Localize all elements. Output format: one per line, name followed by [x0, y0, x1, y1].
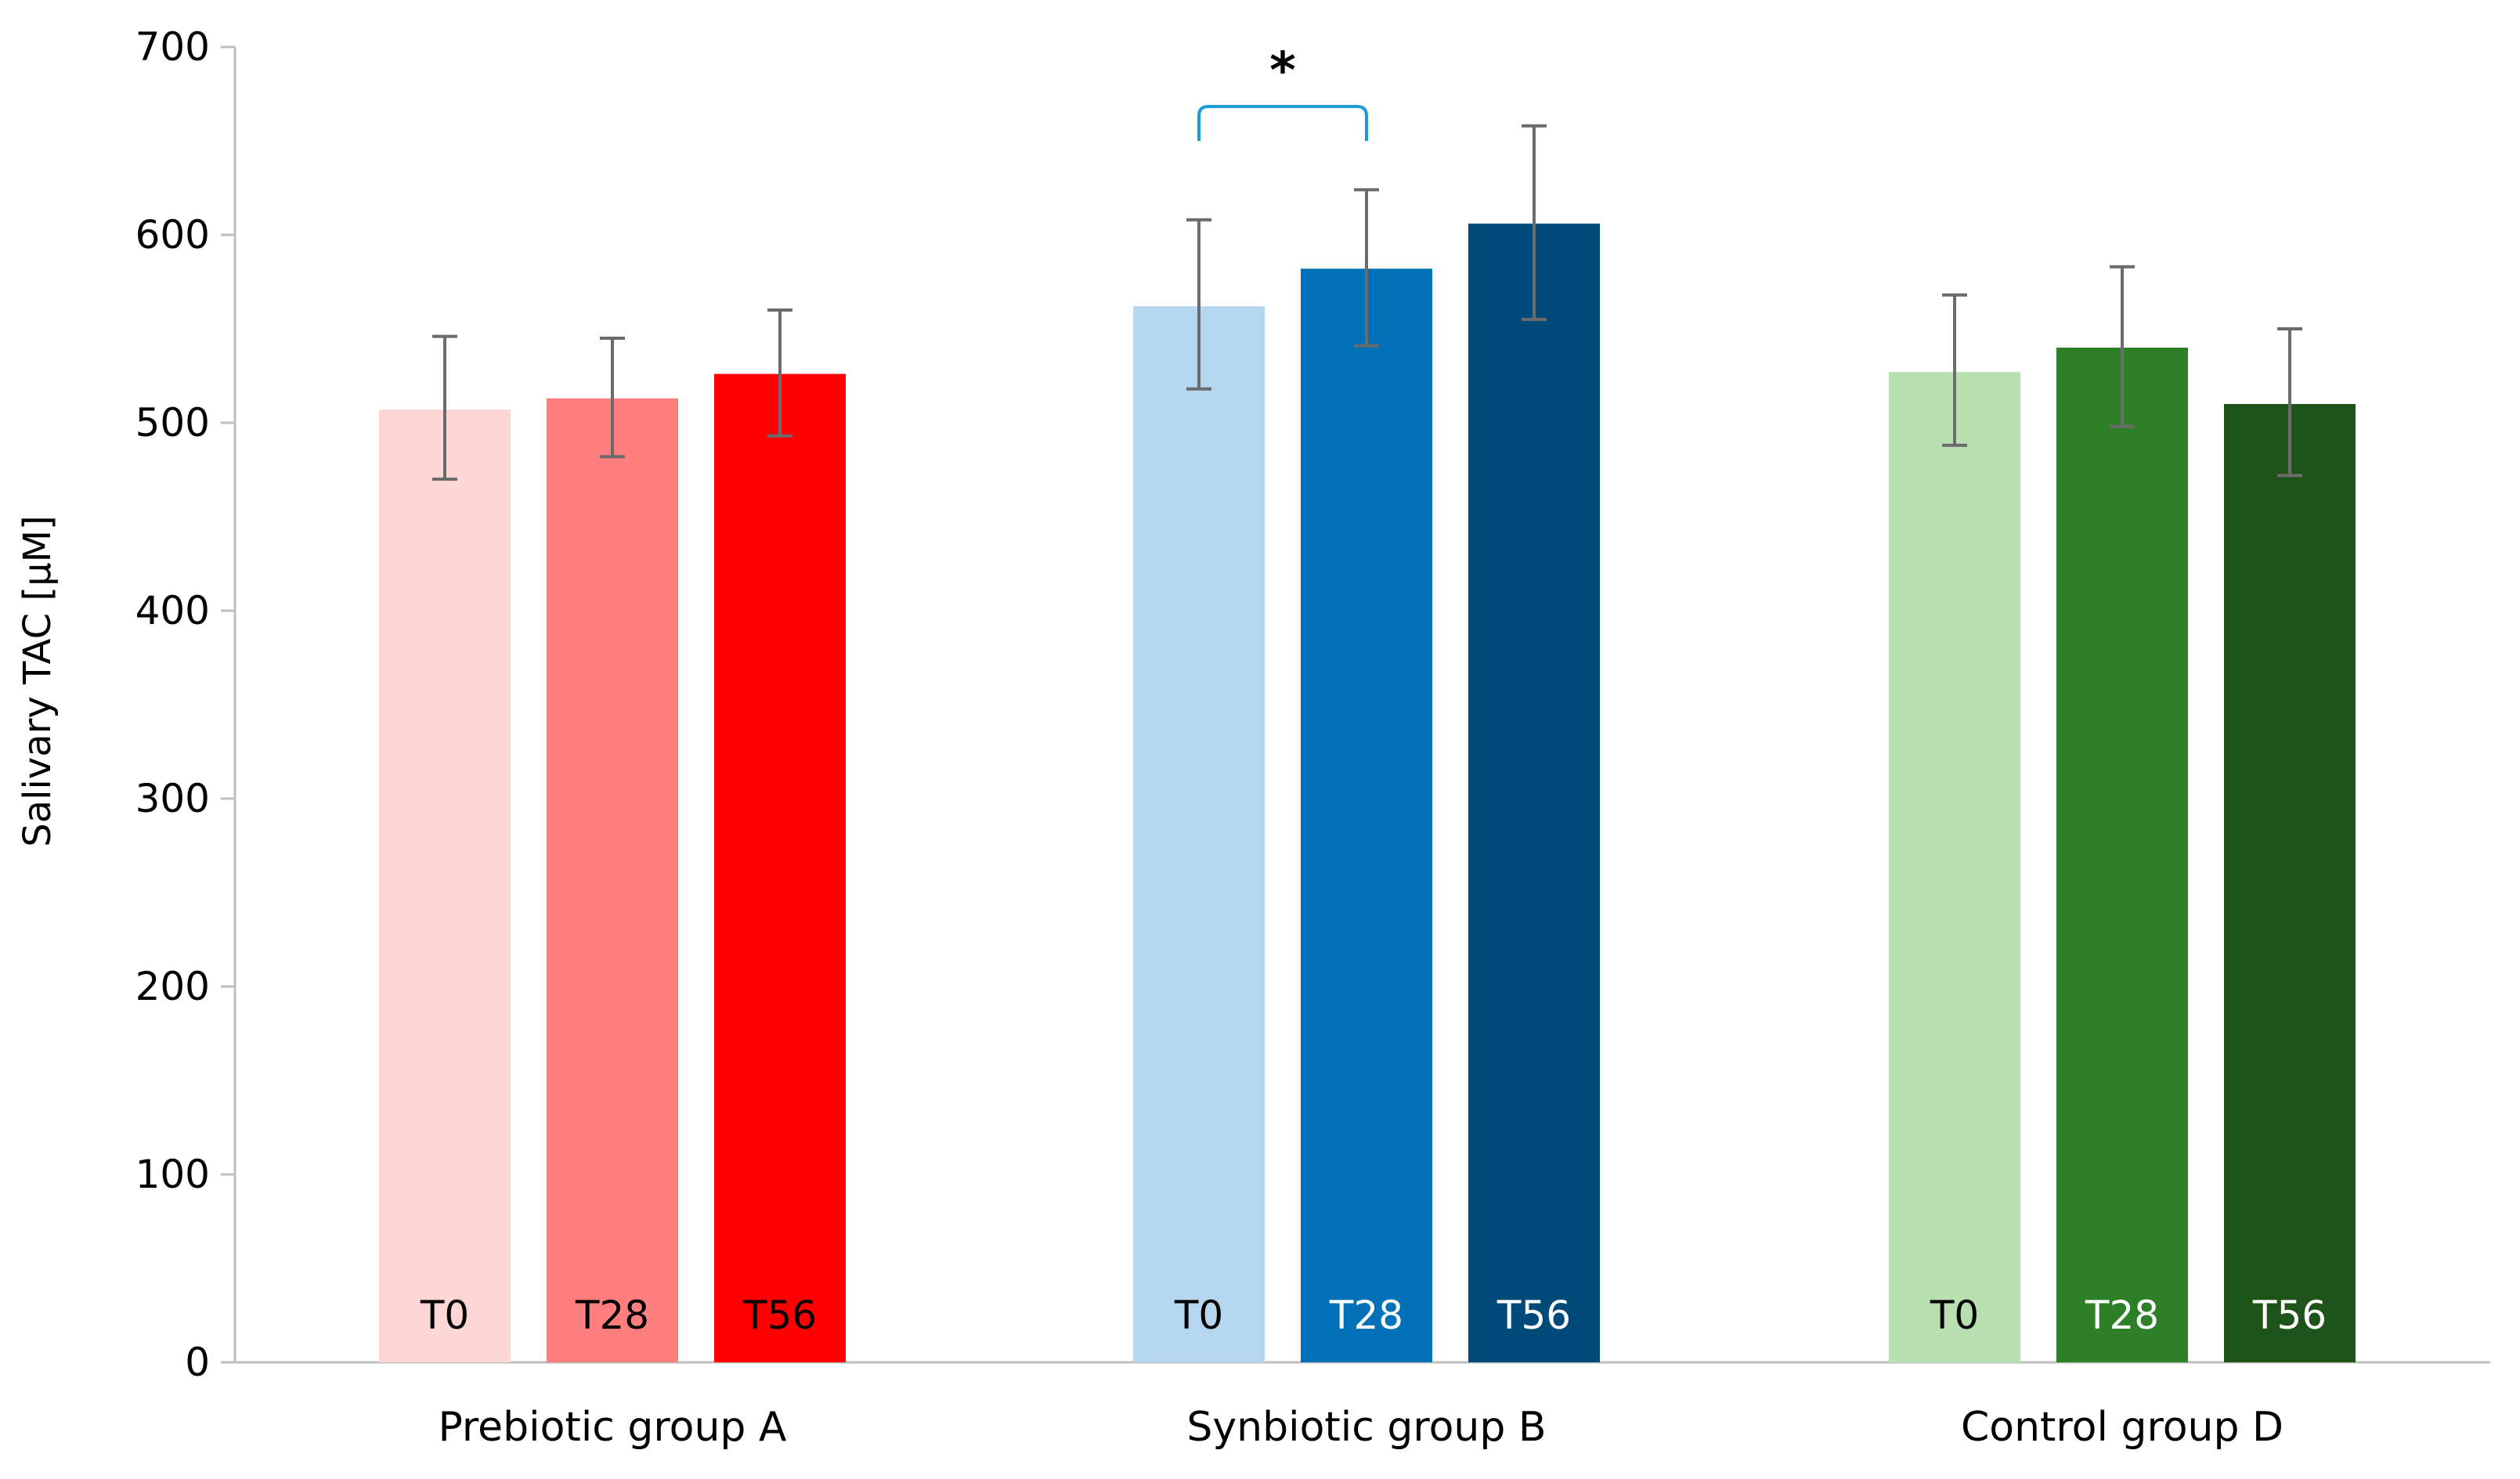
y-tick-label: 500 [135, 400, 210, 446]
bar-label: T56 [742, 1293, 817, 1338]
bar-label: T0 [1174, 1293, 1223, 1338]
bar-label: T28 [1329, 1293, 1403, 1338]
bars: T0 T28 T56 T0 T28 T56 T0 T28 T56 [379, 124, 2356, 1363]
bar-control-group-d-t28 [2056, 348, 2188, 1362]
bar-label: T28 [575, 1293, 649, 1338]
bar-prebiotic-group-a-t0 [379, 409, 511, 1363]
significance-bracket [1197, 105, 1368, 141]
significance-star: * [1269, 42, 1295, 100]
bar-synbiotic-group-b-t28 [1301, 269, 1432, 1363]
bar-label: T0 [1930, 1293, 1979, 1338]
bar-synbiotic-group-b-t56 [1468, 223, 1600, 1363]
bar-label: T56 [1496, 1293, 1571, 1338]
bar-label: T56 [2252, 1293, 2327, 1338]
y-axis-title: Salivary TAC [µM] [16, 515, 60, 847]
category-label: Control group D [1961, 1404, 2284, 1451]
annotations: * [1197, 42, 1368, 141]
bar-prebiotic-group-a-t28 [547, 398, 678, 1362]
bar-control-group-d-t56 [2224, 404, 2356, 1362]
bar-synbiotic-group-b-t0 [1133, 306, 1265, 1363]
y-tick-label: 0 [185, 1340, 210, 1385]
category-label: Prebiotic group A [438, 1404, 786, 1451]
y-tick-label: 600 [135, 212, 210, 258]
category-label: Synbiotic group B [1186, 1404, 1546, 1451]
bar-prebiotic-group-a-t56 [714, 373, 846, 1363]
bar-label: T0 [420, 1293, 469, 1338]
axes: 0 100 200 300 400 500 600 700 Prebiotic group A S… [135, 24, 2490, 1451]
y-tick-label: 100 [135, 1152, 210, 1197]
y-tick-label: 300 [135, 776, 210, 821]
bar-label: T28 [2085, 1293, 2159, 1338]
y-tick-label: 700 [135, 24, 210, 70]
bar-control-group-d-t0 [1889, 372, 2020, 1363]
y-tick-label: 400 [135, 588, 210, 633]
y-tick-label: 200 [135, 964, 210, 1009]
